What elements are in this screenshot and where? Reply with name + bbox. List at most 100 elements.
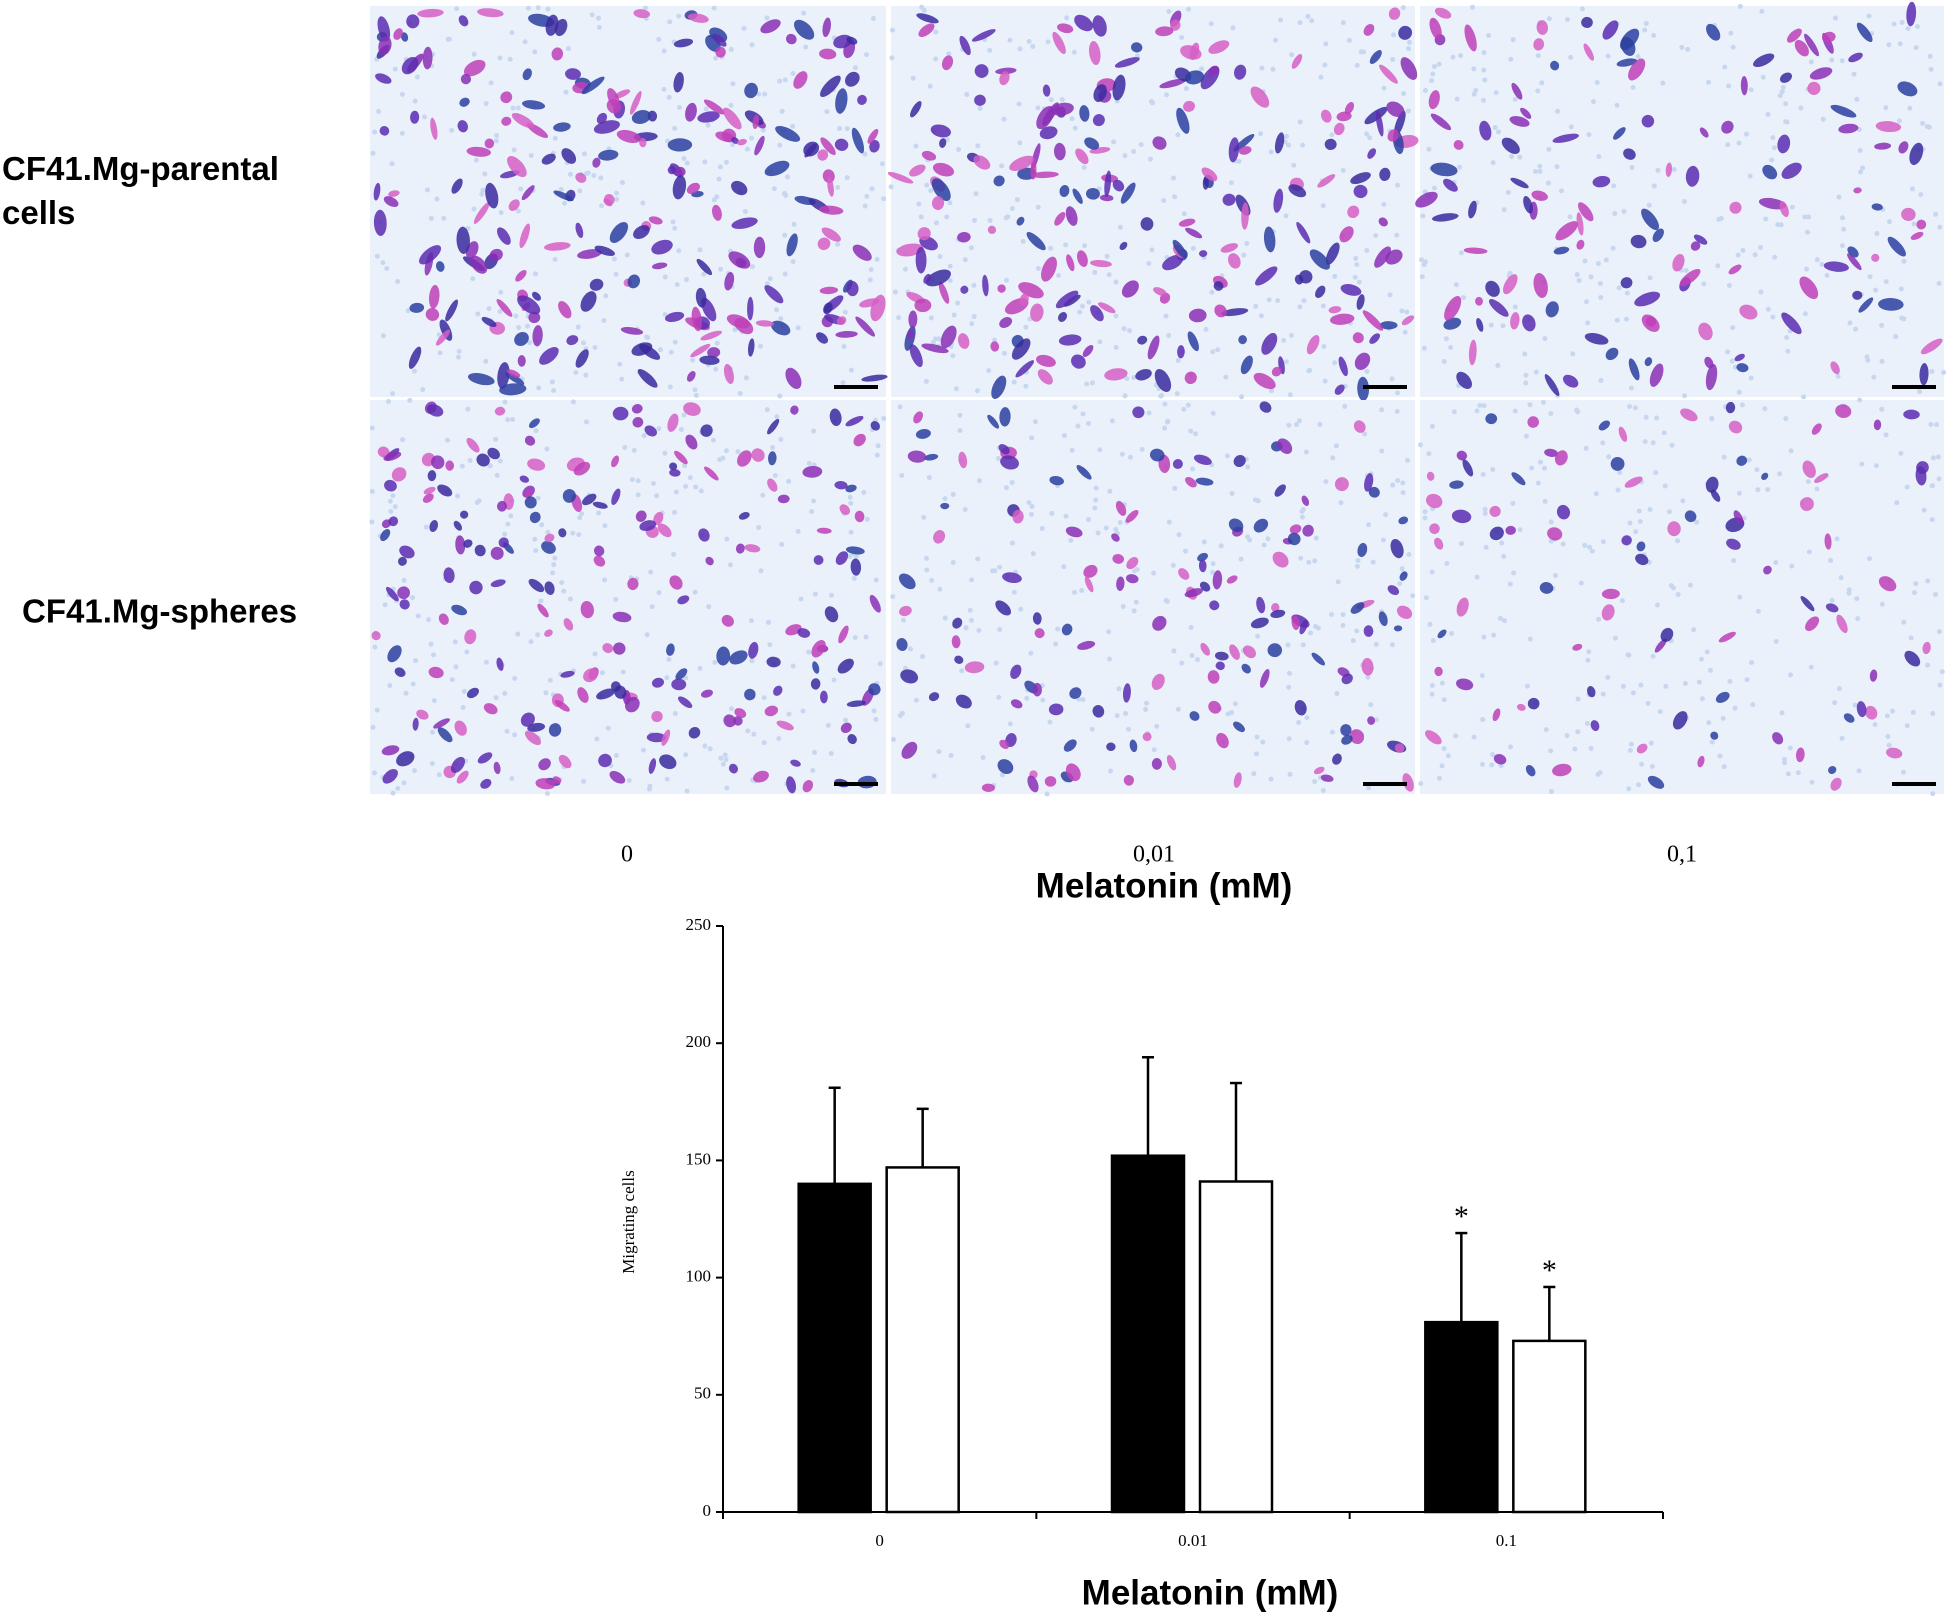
cell [1811, 423, 1822, 435]
cell [1685, 165, 1700, 187]
pore [1512, 408, 1518, 414]
cell [1613, 127, 1626, 140]
pore [1317, 422, 1323, 428]
pore [1871, 374, 1877, 380]
cell [593, 555, 606, 567]
cell [1715, 691, 1730, 703]
cell [987, 414, 1000, 429]
cell [470, 255, 488, 274]
pore [1032, 419, 1038, 425]
pore [1930, 711, 1936, 717]
cell [594, 245, 615, 257]
pore [1107, 488, 1113, 494]
pore [1082, 243, 1088, 249]
pore [1300, 642, 1306, 648]
pore [647, 783, 653, 789]
cell [624, 696, 640, 713]
pore [1297, 304, 1303, 310]
cell [697, 111, 720, 123]
pore [1162, 425, 1168, 431]
pore [1687, 582, 1693, 588]
cell [489, 248, 503, 262]
cell [1057, 23, 1074, 34]
pore [947, 263, 953, 269]
cell [954, 655, 964, 664]
pore [1510, 37, 1516, 43]
pore [791, 221, 797, 227]
pore [1291, 162, 1297, 168]
cell [631, 109, 651, 125]
cell [1364, 473, 1374, 492]
cell [1374, 246, 1391, 268]
cell [1825, 603, 1839, 613]
cell [1058, 311, 1068, 322]
cell [1332, 753, 1342, 765]
pore [1671, 167, 1677, 173]
pore [1182, 548, 1188, 554]
pore [811, 749, 817, 755]
cell [711, 204, 722, 221]
cell [1349, 729, 1365, 745]
cell [1379, 167, 1391, 182]
pore [1727, 679, 1733, 684]
pore [1611, 183, 1617, 189]
pore [1546, 16, 1552, 22]
significance-marker: * [1542, 1254, 1557, 1287]
cell [439, 319, 453, 341]
cell [522, 100, 546, 110]
pore [1481, 97, 1487, 103]
pore [1340, 623, 1346, 629]
pore [1533, 369, 1539, 375]
pore [596, 24, 602, 30]
cell [613, 642, 626, 655]
pore [1548, 789, 1554, 795]
cell [794, 19, 815, 40]
cell [1903, 409, 1920, 420]
pore [1651, 32, 1657, 38]
cell [908, 310, 918, 329]
pore [924, 555, 930, 561]
cell [419, 245, 442, 265]
pore [1251, 771, 1257, 777]
pore [1804, 266, 1810, 272]
cell [1226, 575, 1238, 584]
cell [735, 543, 745, 554]
cell [428, 666, 444, 679]
pore [1910, 709, 1916, 715]
cell [1485, 413, 1498, 425]
cell [669, 462, 678, 471]
cell [1075, 148, 1089, 165]
pore [1773, 638, 1779, 644]
cell [1344, 102, 1355, 115]
cell [511, 112, 535, 129]
pore [676, 104, 682, 110]
pore [1389, 376, 1395, 382]
cell [532, 325, 543, 347]
cell [1015, 360, 1035, 378]
pore [837, 125, 843, 131]
pore [806, 649, 812, 655]
cell [1039, 126, 1058, 140]
pore [1854, 96, 1860, 102]
pore [1352, 274, 1358, 280]
cell [527, 458, 546, 471]
pore [1287, 771, 1293, 777]
cell [870, 421, 880, 431]
cell [958, 451, 968, 469]
cell [1299, 619, 1308, 635]
pore [456, 354, 462, 360]
pore [1798, 105, 1804, 111]
cell [1577, 202, 1594, 222]
pore [812, 591, 818, 597]
cell [955, 694, 972, 709]
cell [1009, 155, 1035, 171]
cell [387, 645, 402, 663]
cell [1059, 185, 1070, 197]
cell [982, 274, 989, 297]
cell [1027, 775, 1039, 793]
cell [1088, 41, 1101, 65]
pore [1258, 131, 1264, 137]
cell [1221, 308, 1249, 317]
pore [1048, 245, 1054, 251]
pore [1808, 59, 1814, 65]
